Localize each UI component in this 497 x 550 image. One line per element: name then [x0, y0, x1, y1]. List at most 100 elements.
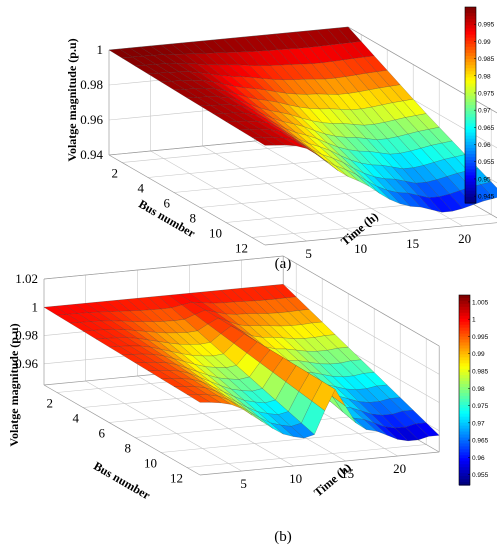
colorbar-swatch [459, 440, 470, 445]
colorbar-swatch [465, 199, 476, 204]
colorbar-swatch [465, 120, 476, 124]
colorbar-swatch [465, 22, 476, 26]
z-axis-label: Volatge magnitude (p.u) [7, 323, 21, 446]
colorbar-tick-label: 0.99 [472, 351, 485, 358]
colorbar: 0.995 0.99 0.985 0.98 0.975 0.97 0.965 0.96 0.95… [464, 6, 495, 204]
colorbar-tick-label: 0.975 [472, 403, 489, 410]
x-tick-label: 10 [209, 226, 222, 241]
axis-edge [43, 255, 284, 280]
y-tick-label: 5 [240, 476, 247, 491]
colorbar-frame [458, 294, 471, 486]
colorbar-swatch [459, 392, 470, 397]
colorbar-swatch [459, 360, 470, 364]
colorbar-swatch [465, 37, 476, 42]
colorbar-frame [464, 6, 477, 204]
colorbar-swatch [459, 348, 470, 353]
colorbar-swatch [465, 7, 476, 11]
colorbar-swatch [465, 154, 476, 158]
axis-edge [348, 26, 497, 114]
x-tick-label: 8 [190, 211, 197, 226]
x-tick-label: 2 [112, 166, 119, 181]
colorbar-swatch [465, 16, 476, 20]
colorbar-swatch [459, 482, 470, 486]
y-tick-label: 10 [354, 241, 367, 256]
colorbar-swatch [459, 446, 470, 450]
x-tick-label: 12 [235, 241, 248, 256]
colorbar-swatch [459, 470, 470, 474]
colorbar-swatch [459, 366, 470, 370]
colorbar-swatch [465, 10, 476, 14]
colorbar-swatch [465, 114, 476, 118]
colorbar-tick-label: 0.96 [472, 455, 485, 462]
colorbar-swatch [465, 68, 476, 72]
colorbar-swatch [465, 169, 476, 173]
colorbar-swatch [465, 160, 476, 164]
colorbar-swatch [459, 300, 470, 305]
colorbar-swatch [459, 452, 470, 456]
colorbar-swatch [459, 363, 470, 367]
colorbar-swatch [459, 357, 470, 361]
axis-edge [264, 222, 497, 246]
colorbar-swatch [459, 407, 470, 412]
colorbar-swatch [465, 13, 476, 17]
colorbar-swatch [465, 150, 476, 155]
colorbar-swatch [465, 196, 476, 201]
colorbar-swatch [459, 398, 470, 403]
x-tick-label: 2 [47, 396, 54, 411]
colorbar-swatch [459, 419, 470, 424]
y-tick-label: 15 [341, 466, 354, 481]
colorbar-swatch [465, 163, 476, 167]
z-tick-label: 1.02 [15, 271, 38, 286]
y-tick-label: 20 [393, 461, 406, 476]
colorbar-swatch [459, 381, 470, 385]
colorbar-swatch [465, 92, 476, 97]
colorbar-swatch [465, 98, 476, 103]
colorbar-swatch [465, 49, 476, 54]
colorbar-swatch [465, 89, 476, 94]
colorbar-swatch [465, 144, 476, 149]
colorbar-swatch [459, 413, 470, 418]
colorbar-swatch [459, 345, 470, 350]
colorbar-swatch [465, 95, 476, 100]
colorbar-swatch [465, 166, 476, 170]
colorbar-swatch [465, 28, 476, 33]
colorbar-tick-label: 1.005 [472, 299, 489, 306]
colorbar-swatch [465, 46, 476, 51]
colorbar-swatch [465, 117, 476, 121]
colorbar-swatch [459, 297, 470, 302]
colorbar-tick-label: 0.95 [478, 176, 491, 183]
colorbar-tick-label: 0.955 [472, 472, 489, 479]
colorbar-swatch [459, 404, 470, 409]
colorbar-swatch [465, 25, 476, 30]
colorbar-swatch [459, 401, 470, 406]
colorbar-swatch [465, 111, 476, 115]
colorbar-tick-label: 0.985 [478, 56, 495, 63]
chart-panel-b: 0.96 0.98 1 1.02 2 4 6 8 10 12 5 10 15 20 Volatge magn… [7, 255, 489, 545]
colorbar-swatch [465, 132, 476, 137]
surface-patch [186, 394, 212, 403]
x-tick-label: 6 [99, 426, 106, 441]
colorbar-swatch [465, 83, 476, 88]
colorbar-swatch [465, 80, 476, 85]
colorbar-swatch [459, 295, 470, 299]
colorbar-swatch [465, 31, 476, 36]
colorbar-tick-label: 0.96 [478, 142, 491, 149]
colorbar-swatch [459, 422, 470, 427]
colorbar-swatch [459, 324, 470, 329]
colorbar-swatch [459, 384, 470, 388]
colorbar-swatch [459, 309, 470, 314]
x-tick-label: 4 [138, 181, 145, 196]
colorbar-swatch [459, 476, 470, 480]
colorbar-swatch [459, 312, 470, 317]
colorbar-tick-label: 0.98 [472, 386, 485, 393]
colorbar-tick-label: 0.985 [472, 369, 489, 376]
colorbar-swatch [459, 339, 470, 344]
colorbar-tick-label: 0.965 [472, 438, 489, 445]
colorbar-swatch [459, 455, 470, 459]
colorbar-swatch [459, 425, 470, 430]
axis-edge [199, 451, 440, 476]
colorbar-tick-label: 0.995 [472, 334, 489, 341]
colorbar-swatch [459, 461, 470, 465]
